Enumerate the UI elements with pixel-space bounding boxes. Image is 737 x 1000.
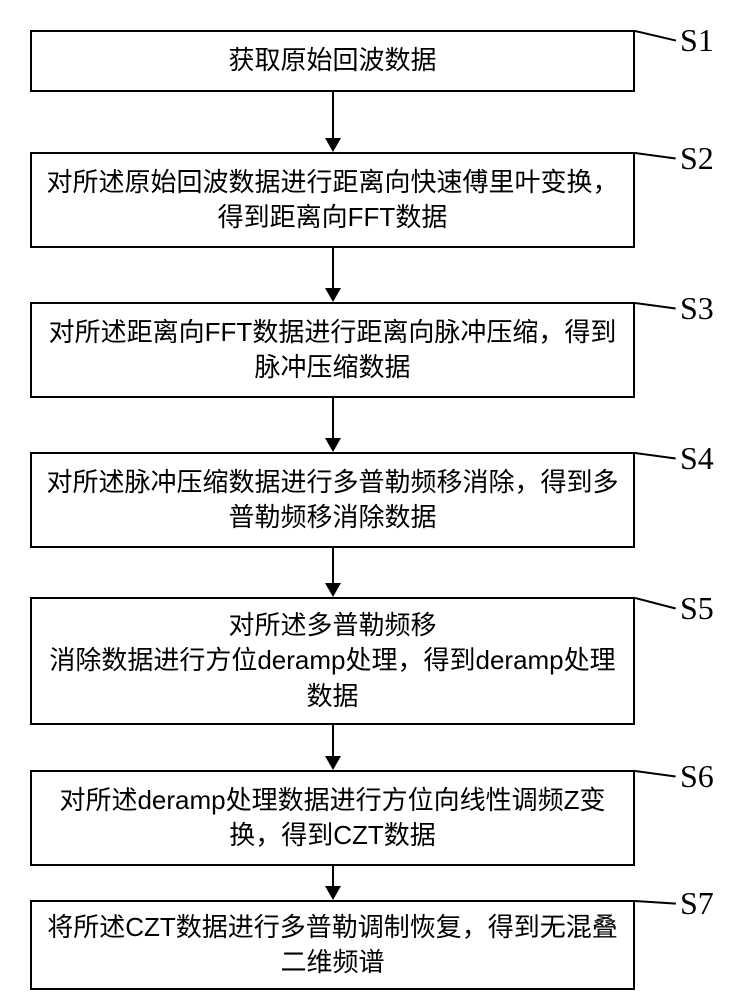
arrow xyxy=(332,725,334,758)
step-label-s5: S5 xyxy=(680,590,714,627)
node-text: 将所述CZT数据进行多普勒调制恢复，得到无混叠二维频谱 xyxy=(42,910,623,980)
leader-line xyxy=(635,152,676,160)
flow-node-s3: 对所述距离向FFT数据进行距离向脉冲压缩，得到脉冲压缩数据 xyxy=(30,302,635,398)
arrow-head xyxy=(325,438,341,452)
node-text: 对所述deramp处理数据进行方位向线性调频Z变换，得到CZT数据 xyxy=(42,783,623,853)
flow-node-s1: 获取原始回波数据 xyxy=(30,30,635,92)
step-label-s6: S6 xyxy=(680,758,714,795)
leader-line xyxy=(635,900,676,905)
arrow xyxy=(332,866,334,888)
node-text: 对所述多普勒频移 消除数据进行方位deramp处理，得到deramp处理数据 xyxy=(42,608,623,713)
leader-line xyxy=(635,597,676,610)
flow-node-s7: 将所述CZT数据进行多普勒调制恢复，得到无混叠二维频谱 xyxy=(30,900,635,990)
arrow-head xyxy=(325,583,341,597)
step-label-s3: S3 xyxy=(680,290,714,327)
leader-line xyxy=(635,452,676,460)
step-label-s2: S2 xyxy=(680,140,714,177)
leader-line xyxy=(635,30,676,42)
flow-node-s2: 对所述原始回波数据进行距离向快速傅里叶变换，得到距离向FFT数据 xyxy=(30,152,635,248)
step-label-s7: S7 xyxy=(680,885,714,922)
leader-line xyxy=(635,302,676,310)
arrow-head xyxy=(325,138,341,152)
node-text: 对所述距离向FFT数据进行距离向脉冲压缩，得到脉冲压缩数据 xyxy=(42,315,623,385)
step-label-s1: S1 xyxy=(680,22,714,59)
arrow xyxy=(332,92,334,140)
arrow-head xyxy=(325,288,341,302)
node-text: 获取原始回波数据 xyxy=(228,43,436,78)
arrow xyxy=(332,248,334,290)
flowchart-canvas: 获取原始回波数据 S1 对所述原始回波数据进行距离向快速傅里叶变换，得到距离向FFT… xyxy=(0,0,737,1000)
flow-node-s6: 对所述deramp处理数据进行方位向线性调频Z变换，得到CZT数据 xyxy=(30,770,635,866)
flow-node-s4: 对所述脉冲压缩数据进行多普勒频移消除，得到多普勒频移消除数据 xyxy=(30,452,635,548)
arrow-head xyxy=(325,756,341,770)
step-label-s4: S4 xyxy=(680,440,714,477)
arrow xyxy=(332,398,334,440)
node-text: 对所述原始回波数据进行距离向快速傅里叶变换，得到距离向FFT数据 xyxy=(42,165,623,235)
flow-node-s5: 对所述多普勒频移 消除数据进行方位deramp处理，得到deramp处理数据 xyxy=(30,597,635,725)
node-text: 对所述脉冲压缩数据进行多普勒频移消除，得到多普勒频移消除数据 xyxy=(42,465,623,535)
leader-line xyxy=(635,770,676,778)
arrow xyxy=(332,548,334,585)
arrow-head xyxy=(325,886,341,900)
